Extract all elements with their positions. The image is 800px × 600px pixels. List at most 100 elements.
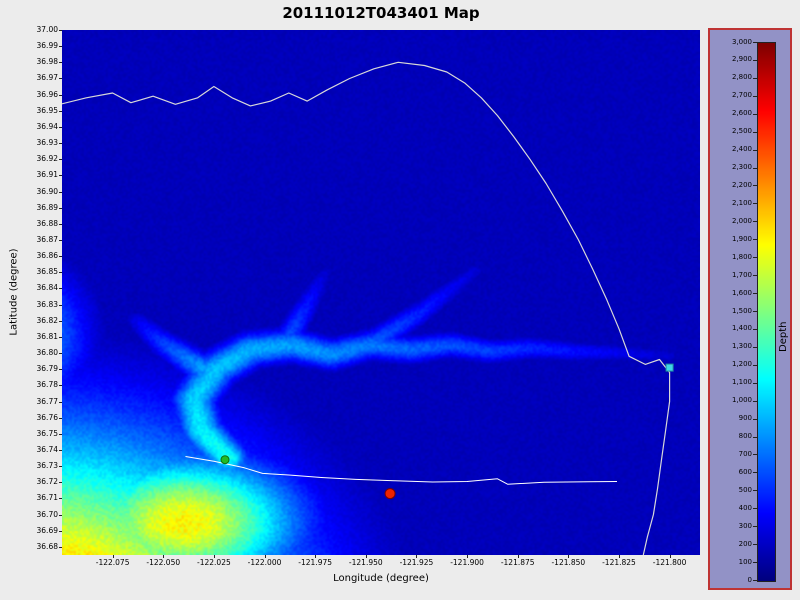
x-tick-label: -121.950 <box>348 558 383 567</box>
colorbar-tick-mark <box>753 346 757 348</box>
y-tick-label: 36.76 <box>36 412 58 422</box>
y-tick-mark <box>59 320 62 322</box>
colorbar-tick-mark <box>753 42 757 43</box>
y-tick-label: 36.70 <box>36 509 58 519</box>
colorbar-tick-label: 400 <box>738 503 752 512</box>
y-tick-mark <box>59 78 62 80</box>
start-marker <box>220 455 230 465</box>
y-tick-label: 36.98 <box>36 57 58 67</box>
y-tick-mark <box>59 353 62 355</box>
x-axis-title: Longitude (degree) <box>333 573 429 584</box>
y-tick-label: 36.72 <box>36 477 58 487</box>
y-tick-label: 36.84 <box>36 283 58 293</box>
x-tick-mark <box>618 555 620 558</box>
colorbar-gradient <box>757 42 776 582</box>
y-tick-label: 36.68 <box>36 541 58 551</box>
x-tick-mark <box>213 555 215 558</box>
y-tick-label: 36.99 <box>36 41 58 51</box>
y-tick-mark <box>59 369 62 371</box>
colorbar-tick-mark <box>753 526 757 528</box>
colorbar-tick-label: 200 <box>738 539 752 548</box>
y-tick-mark <box>59 466 62 468</box>
x-tick-label: -122.075 <box>95 558 130 567</box>
y-tick-mark <box>59 336 62 338</box>
y-tick-label: 36.77 <box>36 396 58 406</box>
y-tick-label: 36.90 <box>36 186 58 196</box>
colorbar-tick-label: 2,000 <box>731 216 752 225</box>
y-tick-label: 36.89 <box>36 202 58 212</box>
y-tick-mark <box>59 498 62 500</box>
y-tick-mark <box>59 223 62 225</box>
colorbar-tick-mark <box>753 221 757 223</box>
x-tick-label: -122.025 <box>197 558 231 567</box>
station-marker <box>665 363 674 372</box>
colorbar-tick-label: 3,000 <box>731 37 752 46</box>
y-tick-label: 36.88 <box>36 218 58 228</box>
y-tick-label: 36.95 <box>36 105 58 115</box>
y-tick-label: 36.75 <box>36 428 58 438</box>
colorbar-tick-label: 2,700 <box>731 91 752 100</box>
x-tick-label: -121.875 <box>500 558 535 567</box>
y-tick-label: 36.81 <box>36 331 58 341</box>
colorbar-tick-mark <box>753 562 757 564</box>
y-tick-label: 36.78 <box>36 380 58 390</box>
colorbar-tick-label: 1,600 <box>731 288 752 297</box>
y-tick-label: 36.91 <box>36 170 58 180</box>
plot-title: 20111012T043401 Map <box>282 4 480 22</box>
colorbar-tick-label: 2,400 <box>731 145 752 154</box>
y-tick-label: 36.83 <box>36 299 58 309</box>
colorbar-tick-label: 600 <box>738 467 752 476</box>
x-tick-mark <box>517 555 519 558</box>
colorbar-tick-mark <box>753 239 757 241</box>
colorbar-panel: 3,000 2,900 2,800 2,700 2,600 2,500 2,400 2,300… <box>708 28 792 590</box>
x-tick-mark <box>163 555 165 558</box>
colorbar-tick-mark <box>753 293 757 295</box>
colorbar-tick-mark <box>753 167 757 169</box>
colorbar-tick-label: 2,100 <box>731 198 752 207</box>
bathymetry-heatmap <box>62 30 700 555</box>
y-tick-mark <box>59 110 62 112</box>
coastline-path <box>62 61 671 555</box>
x-tick-mark <box>416 555 418 558</box>
x-tick-label: -121.975 <box>298 558 333 567</box>
colorbar-tick-mark <box>753 149 757 151</box>
y-tick-label: 36.82 <box>36 315 58 325</box>
y-tick-label: 36.93 <box>36 138 58 148</box>
colorbar-tick-label: 2,300 <box>731 163 752 172</box>
x-tick-mark <box>568 555 570 558</box>
y-tick-label: 36.94 <box>36 121 58 131</box>
colorbar-tick-mark <box>753 113 757 115</box>
y-tick-label: 37.00 <box>36 25 58 34</box>
y-tick-label: 36.87 <box>36 235 58 244</box>
y-tick-mark <box>59 514 62 516</box>
y-tick-label: 36.79 <box>36 364 58 374</box>
colorbar-tick-mark <box>753 364 757 366</box>
y-tick-mark <box>59 401 62 403</box>
x-tick-mark <box>467 555 469 558</box>
colorbar-tick-mark <box>753 472 757 474</box>
x-tick-mark <box>669 555 671 558</box>
colorbar-tick-mark <box>753 131 757 133</box>
y-tick-mark <box>59 175 62 177</box>
colorbar-tick-label: 1,500 <box>731 306 752 315</box>
colorbar-tick-label: 2,600 <box>731 109 752 118</box>
y-tick-label: 36.86 <box>36 251 58 261</box>
y-tick-mark <box>59 94 62 96</box>
x-tick-label: -121.800 <box>652 558 687 567</box>
colorbar-tick-mark <box>753 275 757 277</box>
colorbar-tick-mark <box>753 185 757 187</box>
vehicle-track-path <box>185 456 618 485</box>
colorbar-tick-mark <box>753 203 757 205</box>
x-tick-label: -121.925 <box>399 558 434 567</box>
y-tick-mark <box>59 126 62 128</box>
colorbar-tick-label: 1,200 <box>731 360 752 369</box>
colorbar-tick-label: 1,100 <box>731 378 752 387</box>
map-plot <box>62 30 700 555</box>
colorbar-tick-mark <box>753 508 757 510</box>
colorbar-tick-mark <box>753 490 757 492</box>
y-tick-mark <box>59 450 62 451</box>
colorbar-tick-label: 2,500 <box>731 127 752 136</box>
y-tick-label: 36.80 <box>36 348 58 358</box>
colorbar-tick-mark <box>753 311 757 312</box>
